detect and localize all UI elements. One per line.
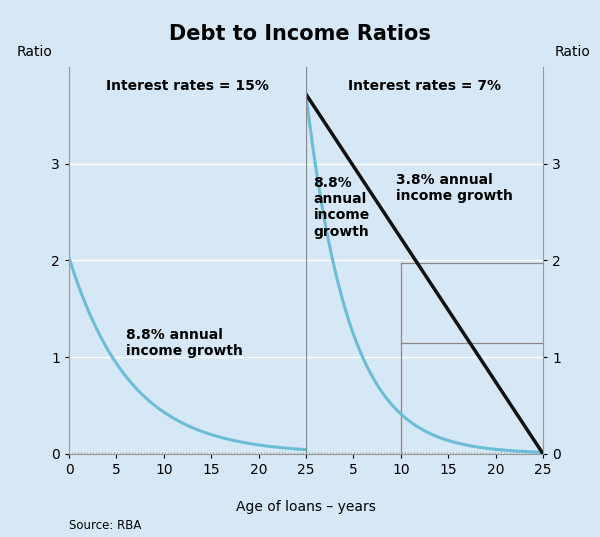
Text: 3.8% annual
income growth: 3.8% annual income growth (396, 173, 513, 203)
Text: 8.8% annual
income growth: 8.8% annual income growth (126, 328, 243, 358)
Text: Interest rates = 15%: Interest rates = 15% (106, 79, 269, 93)
Text: 8.8%
annual
income
growth: 8.8% annual income growth (314, 176, 370, 238)
Text: Age of loans – years: Age of loans – years (236, 500, 376, 514)
Text: Ratio: Ratio (17, 46, 53, 60)
Text: Ratio: Ratio (554, 46, 590, 60)
Text: Source: RBA: Source: RBA (69, 519, 142, 532)
Text: Debt to Income Ratios: Debt to Income Ratios (169, 24, 431, 44)
Text: Interest rates = 7%: Interest rates = 7% (348, 79, 501, 93)
